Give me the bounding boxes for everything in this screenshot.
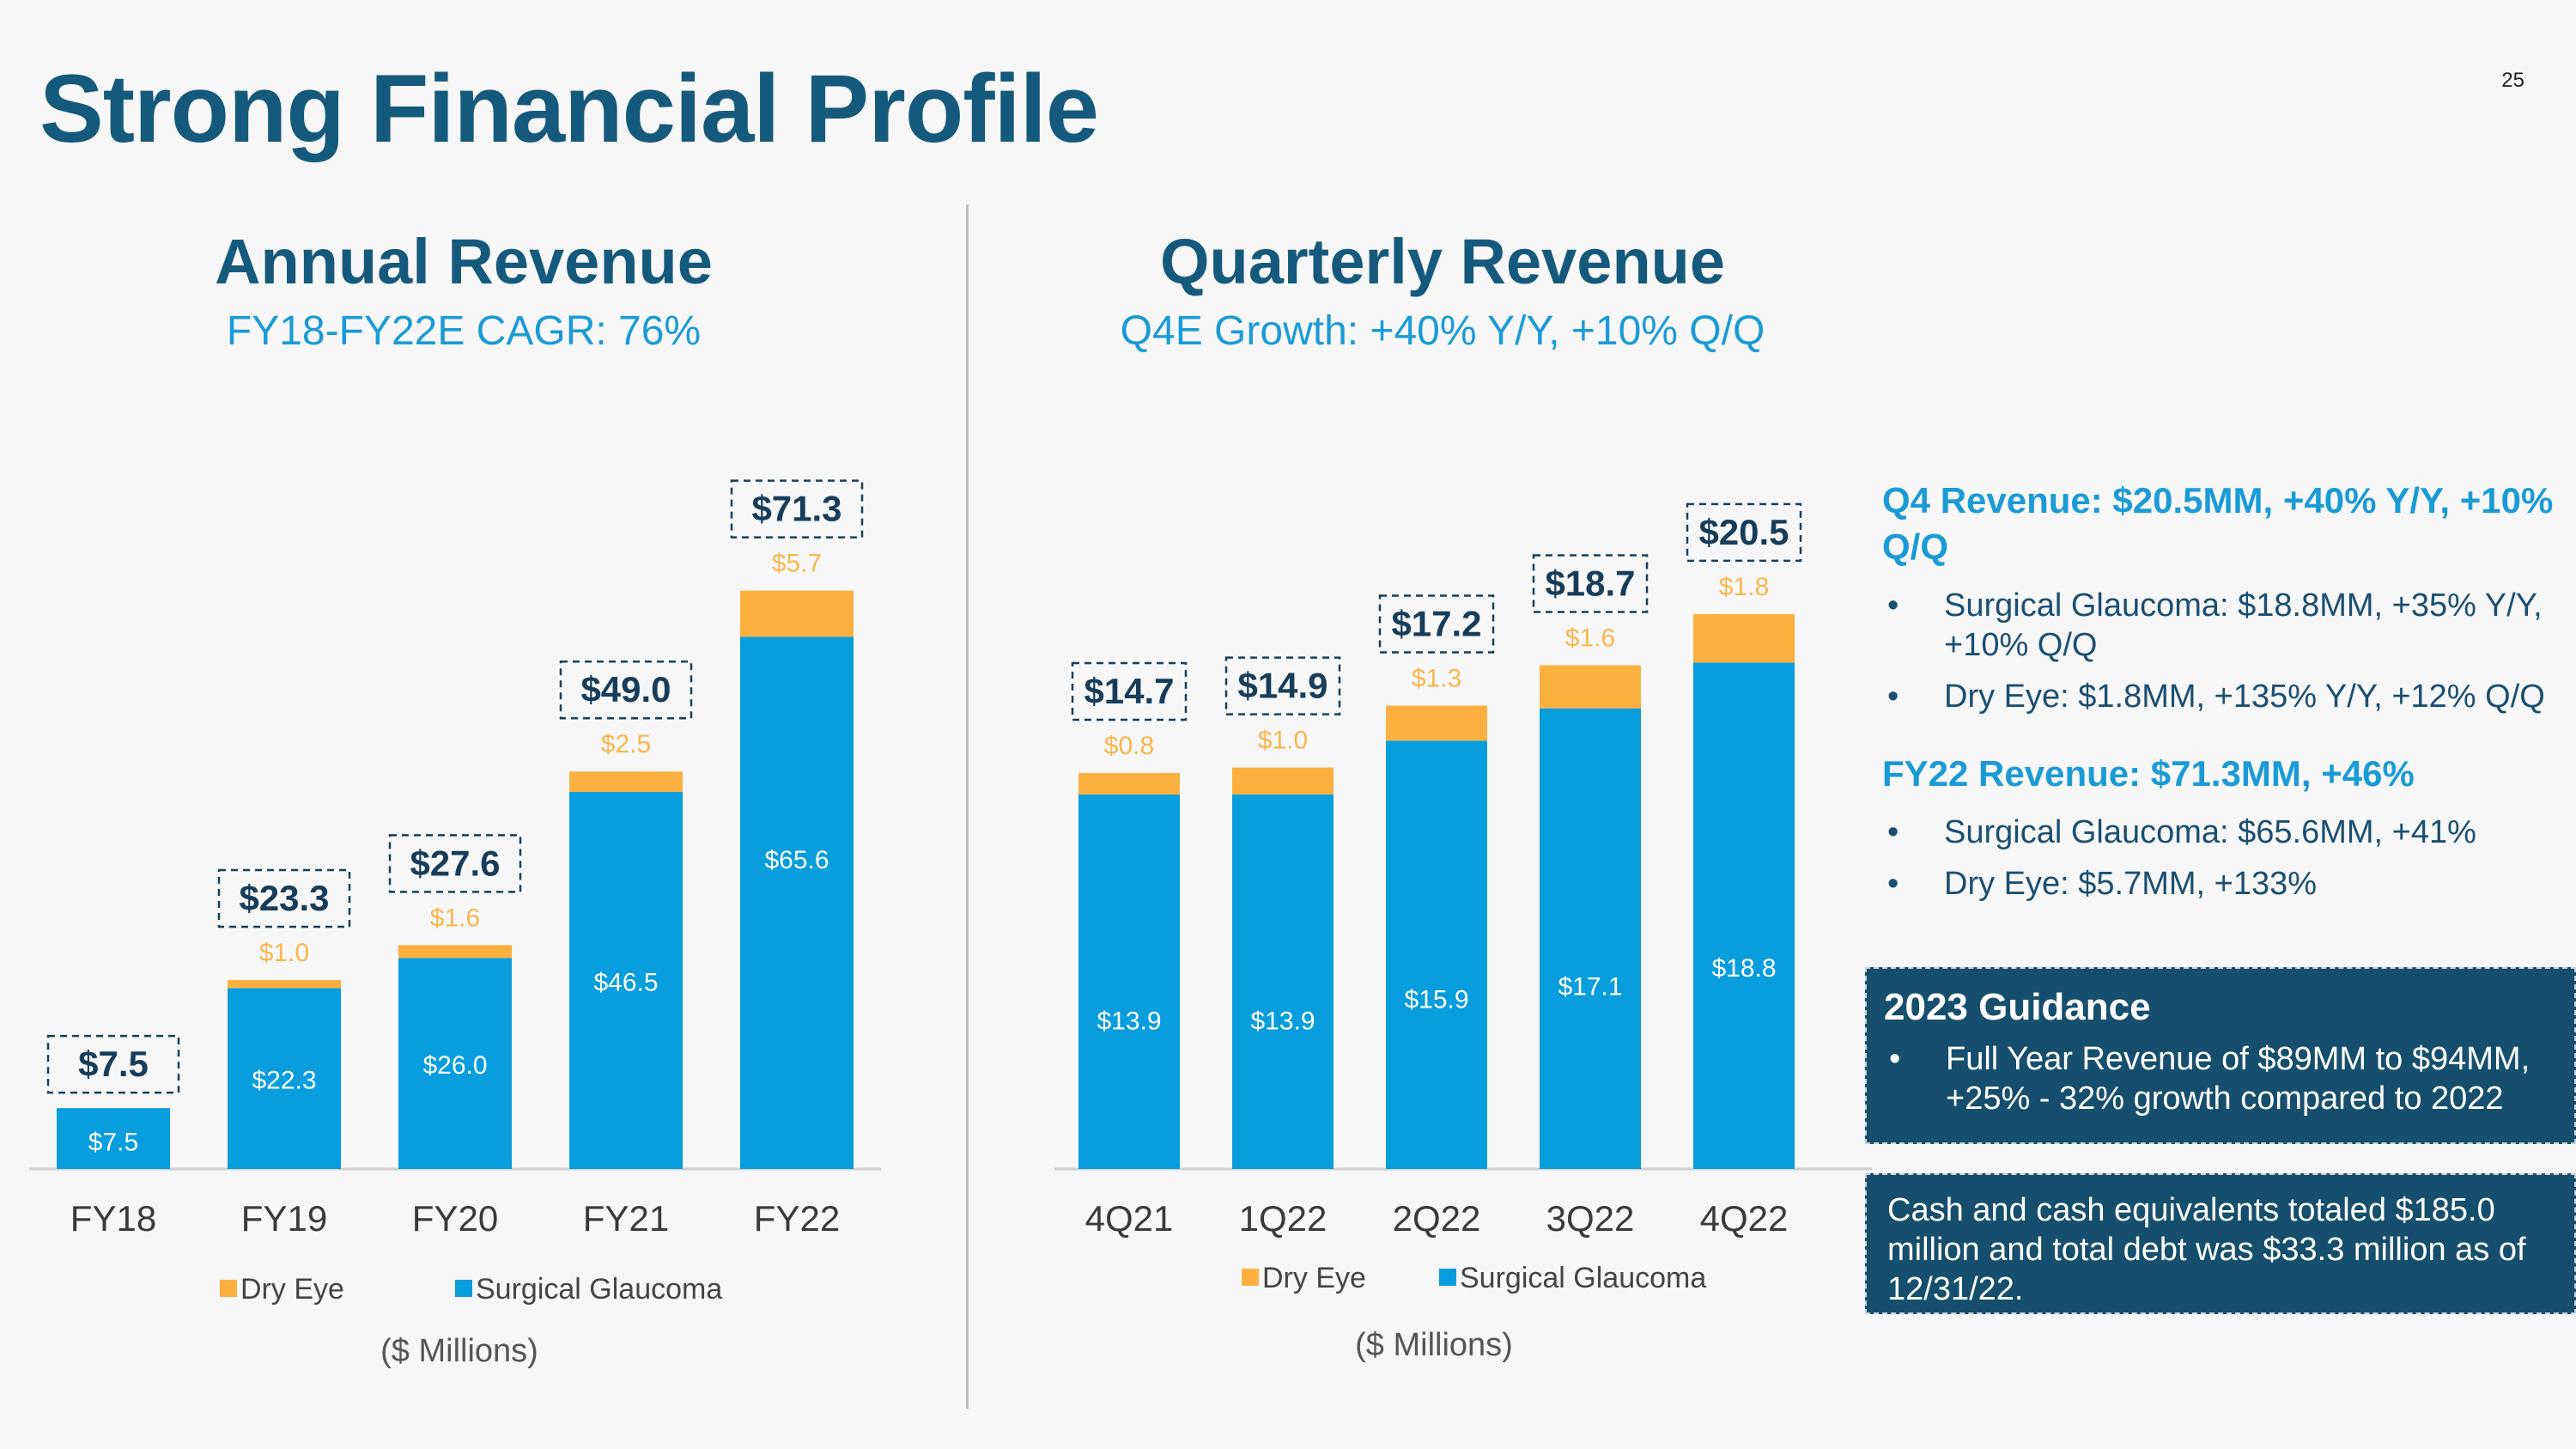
bar-surgical-glaucoma	[1693, 662, 1795, 1169]
data-label-surgical-glaucoma: $26.0	[422, 1051, 487, 1080]
cash-box: Cash and cash equivalents totaled $185.0…	[1865, 1173, 2576, 1314]
x-tick-label: 2Q22	[1393, 1198, 1481, 1239]
data-label-surgical-glaucoma: $15.9	[1404, 986, 1468, 1014]
legend-label-surgical-glaucoma: Surgical Glaucoma	[1460, 1262, 1706, 1294]
legend-label-surgical-glaucoma: Surgical Glaucoma	[476, 1273, 722, 1306]
x-tick-label: 3Q22	[1546, 1198, 1635, 1239]
x-tick-label: 4Q22	[1700, 1198, 1789, 1239]
bar-surgical-glaucoma	[1078, 795, 1180, 1169]
annual-units-label: ($ Millions)	[380, 1333, 538, 1369]
total-label: $7.5	[78, 1044, 149, 1084]
annual-chart-title: Annual Revenue	[215, 226, 713, 297]
annual-revenue-chart: $7.5 $7.5 FY18 $22.3 $1.0 $23.3 FY19 $26.0 $1.6 $…	[29, 479, 881, 1306]
guidance-box: 2023 Guidance Full Year Revenue of $89MM…	[1865, 967, 2576, 1144]
fy22-bullet: Surgical Glaucoma: $65.6MM, +41%	[1882, 813, 2561, 852]
legend-swatch-surgical-glaucoma	[455, 1280, 472, 1297]
data-label-surgical-glaucoma: $17.1	[1558, 972, 1622, 1001]
quarterly-chart-subtitle: Q4E Growth: +40% Y/Y, +10% Q/Q	[1120, 308, 1765, 354]
guidance-bullet: Full Year Revenue of $89MM to $94MM, +25…	[1884, 1039, 2557, 1118]
bar-dry-eye	[569, 771, 683, 792]
total-label-box	[559, 660, 693, 720]
data-label-surgical-glaucoma: $65.6	[764, 846, 829, 874]
legend-swatch-surgical-glaucoma	[1439, 1269, 1456, 1286]
bar-dry-eye	[228, 979, 341, 989]
total-label-box	[388, 834, 522, 893]
data-label-surgical-glaucoma: $7.5	[88, 1129, 138, 1157]
bar-surgical-glaucoma	[1540, 708, 1641, 1169]
guidance-title: 2023 Guidance	[1884, 986, 2151, 1028]
q4-bullet: Dry Eye: $1.8MM, +135% Y/Y, +12% Q/Q	[1882, 677, 2561, 716]
x-tick-label: FY20	[412, 1198, 498, 1239]
total-label: $18.7	[1545, 563, 1635, 604]
data-label-dry-eye: $1.6	[1565, 624, 1615, 653]
annual-chart-subtitle: FY18-FY22E CAGR: 76%	[226, 308, 702, 354]
bar-dry-eye	[1078, 772, 1180, 795]
section-divider	[966, 204, 969, 1409]
fy22-revenue-heading: FY22 Revenue: $71.3MM, +46%	[1882, 753, 2415, 794]
bar-dry-eye	[398, 945, 512, 959]
bar-surgical-glaucoma	[1386, 740, 1487, 1169]
fy22-bullet: Dry Eye: $5.7MM, +133%	[1882, 864, 2561, 904]
data-label-surgical-glaucoma: $22.3	[252, 1067, 316, 1095]
quarterly-chart-title: Quarterly Revenue	[1159, 226, 1726, 297]
bar-surgical-glaucoma	[228, 988, 341, 1169]
data-label-dry-eye: $0.8	[1104, 732, 1154, 760]
data-label-surgical-glaucoma: $13.9	[1097, 1008, 1161, 1036]
cash-text: Cash and cash equivalents totaled $185.0…	[1887, 1192, 2526, 1307]
total-label: $49.0	[580, 669, 671, 709]
data-label-dry-eye: $1.0	[1258, 727, 1308, 755]
data-label-dry-eye: $1.0	[259, 939, 309, 967]
guidance-bullets: Full Year Revenue of $89MM to $94MM, +25…	[1884, 1039, 2557, 1118]
bar-surgical-glaucoma	[1232, 795, 1334, 1169]
bar-dry-eye	[740, 590, 854, 637]
legend-swatch-dry-eye	[220, 1280, 237, 1297]
total-label-box	[730, 479, 864, 539]
bar-surgical-glaucoma	[398, 958, 512, 1169]
q4-bullet: Surgical Glaucoma: $18.8MM, +35% Y/Y, +1…	[1882, 586, 2561, 665]
q4-revenue-heading: Q4 Revenue: $20.5MM, +40% Y/Y, +10% Q/Q	[1882, 480, 2554, 567]
bar-dry-eye	[1232, 767, 1334, 795]
bar-surgical-glaucoma	[57, 1108, 170, 1169]
bar-surgical-glaucoma	[569, 791, 683, 1169]
bar-dry-eye	[1540, 665, 1641, 709]
data-label-dry-eye: $1.8	[1719, 573, 1769, 601]
total-label: $14.9	[1237, 666, 1327, 706]
bar-dry-eye	[1693, 613, 1795, 663]
quarterly-revenue-chart: $13.9 $0.8 $14.7 4Q21 $13.9 $1.0 $14.9 1Q22 $15.…	[1054, 502, 1872, 1294]
total-label: $14.7	[1084, 671, 1174, 711]
legend-label-dry-eye: Dry Eye	[240, 1273, 344, 1306]
quarterly-units-label: ($ Millions)	[1355, 1327, 1513, 1363]
x-tick-label: FY18	[70, 1198, 156, 1239]
legend-label-dry-eye: Dry Eye	[1262, 1262, 1366, 1294]
data-label-surgical-glaucoma: $18.8	[1711, 954, 1776, 983]
legend-swatch-dry-eye	[1242, 1269, 1259, 1286]
total-label: $17.2	[1391, 604, 1481, 644]
page-title: Strong Financial Profile	[39, 55, 1099, 162]
data-label-dry-eye: $2.5	[601, 730, 651, 758]
x-tick-label: 4Q21	[1085, 1198, 1174, 1239]
x-tick-label: 1Q22	[1239, 1198, 1327, 1239]
total-label: $27.6	[410, 843, 500, 883]
total-label: $71.3	[751, 489, 841, 529]
x-tick-label: FY21	[583, 1198, 669, 1239]
x-tick-label: FY19	[241, 1198, 327, 1239]
bar-surgical-glaucoma	[740, 636, 854, 1169]
commentary-panel: Q4 Revenue: $20.5MM, +40% Y/Y, +10% Q/Q …	[1882, 478, 2561, 916]
data-label-surgical-glaucoma: $13.9	[1250, 1008, 1315, 1036]
data-label-dry-eye: $1.3	[1412, 665, 1461, 693]
data-label-surgical-glaucoma: $46.5	[593, 968, 658, 996]
q4-bullets: Surgical Glaucoma: $18.8MM, +35% Y/Y, +1…	[1882, 586, 2561, 716]
total-label-box	[46, 1034, 180, 1094]
total-label: $23.3	[239, 878, 329, 918]
total-label-box	[217, 868, 351, 928]
fy22-bullets: Surgical Glaucoma: $65.6MM, +41% Dry Eye…	[1882, 813, 2561, 904]
page-number: 25	[2501, 69, 2524, 92]
bar-dry-eye	[1386, 705, 1487, 741]
total-label: $20.5	[1698, 512, 1789, 552]
data-label-dry-eye: $5.7	[772, 550, 822, 578]
data-label-dry-eye: $1.6	[430, 904, 480, 932]
x-tick-label: FY22	[754, 1198, 840, 1239]
